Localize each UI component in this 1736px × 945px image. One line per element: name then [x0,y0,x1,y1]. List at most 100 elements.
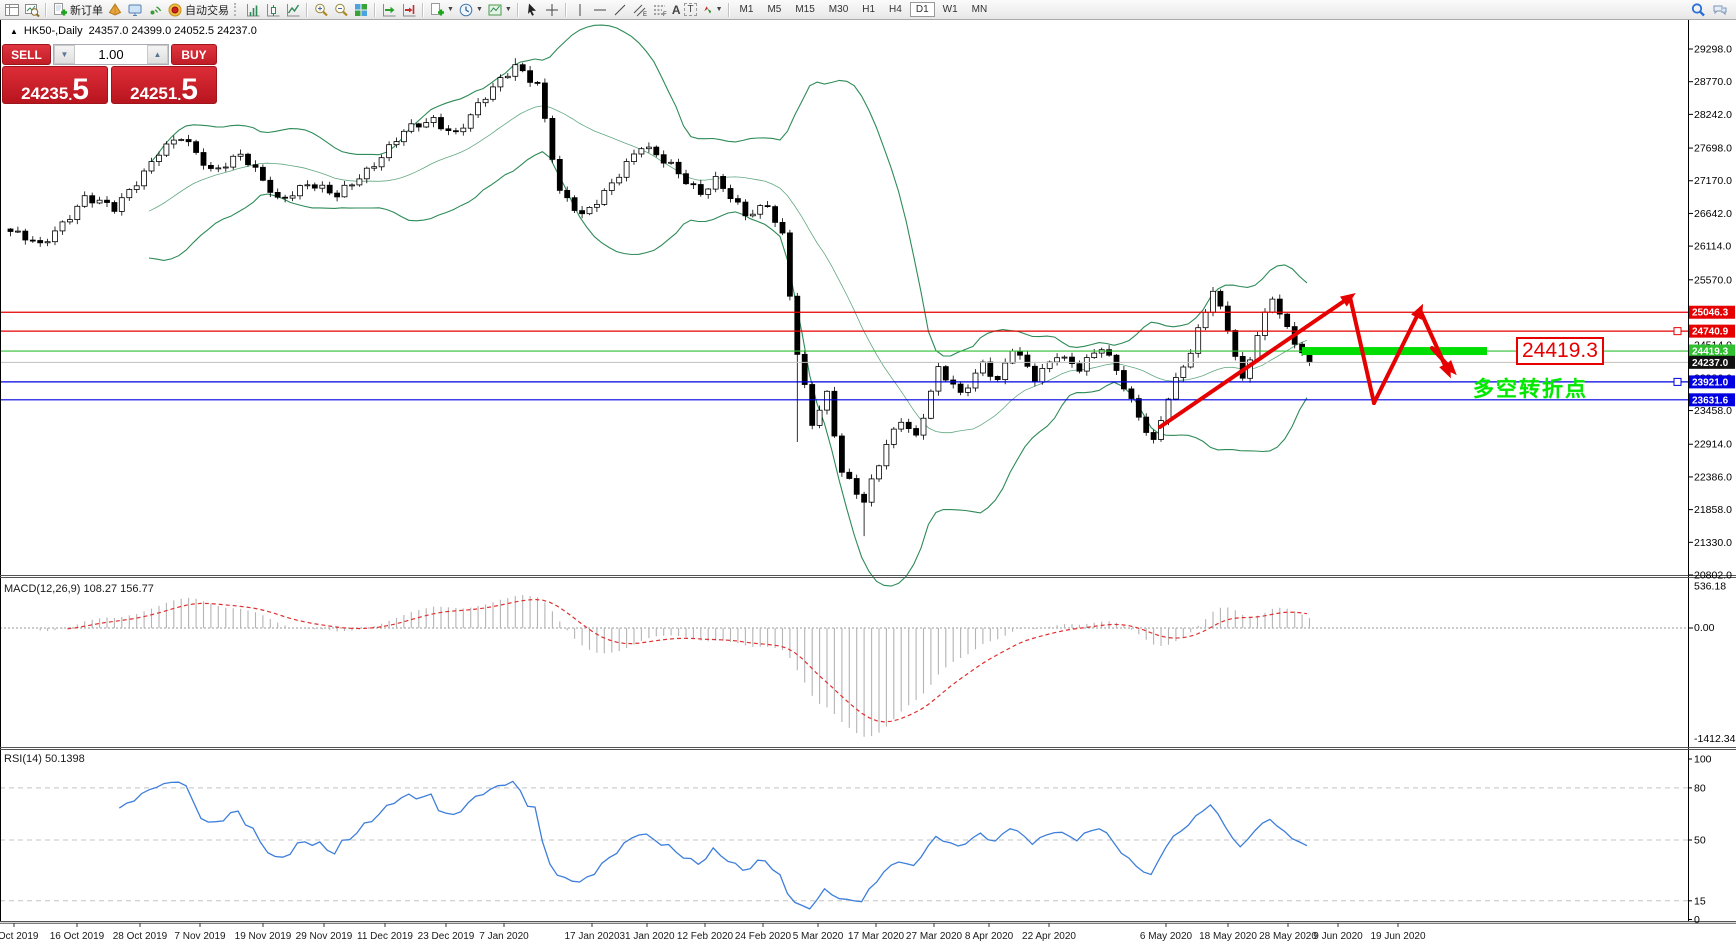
turning-point-note[interactable]: 多空转折点 [1473,378,1588,401]
horizontal-line-tool[interactable] [590,1,610,19]
chart-shift-button[interactable] [399,1,419,19]
date-tick-label: 6 May 2020 [1140,931,1193,942]
trendline-tool[interactable] [610,1,630,19]
date-axis[interactable]: 4 Oct 2019 16 Oct 2019 28 Oct 2019 7 Nov 20… [0,923,1426,942]
dropdown-caret-icon: ▼ [715,6,723,13]
rsi-axis-label: 80 [1694,782,1706,794]
candlestick-icon [267,3,280,16]
price-badge [1689,375,1735,389]
date-tick-label: 7 Jan 2020 [479,931,529,942]
zoom-out-button[interactable] [331,1,351,19]
price-badge [1689,305,1735,319]
horizontal-levels[interactable] [0,311,1688,401]
line-chart-mode-button[interactable] [283,1,303,19]
date-tick-label: 4 Oct 2019 [0,931,39,942]
macd-histogram [39,595,1311,737]
one-click-trading-panel: SELL ▼ 1.00 ▲ BUY 24235. 5 24251. 5 [2,44,217,104]
volume-value[interactable]: 1.00 [98,47,124,62]
volume-down-button[interactable]: ▼ [54,45,75,64]
line-handle-marker [1673,377,1682,386]
toolbar-separator [727,2,730,17]
sell-button[interactable]: SELL [2,44,51,65]
autoscroll-icon [383,3,396,16]
timeframe-group: M1 M5 M15 M30 H1 H4 D1 W1 MN [733,2,995,17]
new-order-icon [54,2,67,15]
chart-header: ▲ HK50-,Daily 24357.0 24399.0 24052.5 24… [10,25,257,37]
date-tick-label: 28 May 2020 [1259,931,1317,942]
dropdown-caret-icon: ▼ [447,6,454,13]
line-chart-icon [287,3,300,16]
timeframe-w1[interactable]: W1 [942,4,958,15]
autoscroll-button[interactable] [379,1,399,19]
toolbar-grip[interactable] [234,3,240,16]
fibonacci-icon: F [653,5,667,18]
buy-button[interactable]: BUY [171,44,217,65]
bar-chart-mode-button[interactable] [243,1,263,19]
toolbar-separator [564,2,567,17]
equidistant-channel-tool[interactable]: E [630,1,650,19]
add-indicator-button[interactable]: ▼ [427,1,456,19]
templates-button[interactable]: ▼ [485,1,514,19]
timeframe-m1[interactable]: M1 [739,4,754,15]
sell-price-quote[interactable]: 24235. 5 [2,66,108,104]
date-tick-label: 27 Mar 2020 [906,931,963,942]
date-tick-label: 9 Jun 2020 [1313,931,1363,942]
price-badge-label: 23631.6 [1692,395,1729,406]
toolbar-separator [45,2,47,17]
timeframe-m5[interactable]: M5 [767,4,782,15]
tile-windows-button[interactable] [351,1,371,19]
signals-button[interactable] [145,1,165,19]
text-tool-button[interactable]: A [670,1,683,19]
crosshair-tool-button[interactable] [542,1,562,19]
toolbar-right-group [1690,2,1734,18]
timeframe-m15[interactable]: M15 [795,4,815,15]
zoom-in-button[interactable] [311,1,331,19]
macd-axis-label: -1412.34 [1694,733,1736,745]
buy-price-quote[interactable]: 24251. 5 [111,66,217,104]
timeframe-d1[interactable]: D1 [909,2,935,17]
rsi-axis-label: 0 [1694,914,1700,926]
buy-price-main: 24251 [130,84,178,103]
price-tick-label: 27170.0 [1694,175,1732,187]
new-order-button[interactable]: 新订单 [50,1,105,19]
timeframe-h1[interactable]: H1 [862,4,876,15]
chart-preview-button[interactable] [22,1,42,19]
volume-up-button[interactable]: ▲ [147,45,168,64]
volume-spinner: ▼ 1.00 ▲ [53,44,169,65]
search-icon[interactable] [1690,2,1706,18]
price-tick-label: 28242.0 [1694,109,1732,121]
rsi-pane [0,780,1688,910]
price-callout[interactable]: 24419.3 [1516,337,1604,365]
rsi-axis-label: 100 [1694,754,1712,766]
trend-zigzag-arrows[interactable] [1158,293,1457,429]
price-badge [1689,344,1735,358]
date-tick-label: 16 Oct 2019 [50,931,105,942]
price-badge-label: 25046.3 [1692,308,1729,319]
metaeditor-button[interactable] [105,1,125,19]
fibonacci-tool[interactable]: F [650,1,670,19]
cursor-tool-button[interactable] [522,1,542,19]
price-tick-label: 21330.0 [1694,537,1732,549]
chat-icon[interactable] [1712,2,1728,18]
macd-axis-label: 0.00 [1694,622,1715,634]
timeframe-h4[interactable]: H4 [889,4,902,15]
support-level-bar[interactable] [1302,347,1487,356]
macd-pane [0,595,1688,737]
timeframe-mn[interactable]: MN [971,4,988,15]
price-tick-label: 29298.0 [1694,44,1732,56]
autotrading-button[interactable]: 自动交易 [165,1,231,19]
market-watch-button[interactable] [2,1,22,19]
candlestick-mode-button[interactable] [263,1,283,19]
timeframe-m30[interactable]: M30 [828,4,849,15]
terminal-button[interactable] [125,1,145,19]
price-tick-label: 21858.0 [1694,504,1732,516]
periods-button[interactable]: ▼ [456,1,485,19]
text-label-tool-button[interactable]: T [682,1,698,19]
vertical-line-tool[interactable] [570,1,590,19]
date-tick-label: 8 Apr 2020 [965,931,1014,942]
arrows-tool-button[interactable]: ▼ [699,1,725,19]
terminal-icon [128,4,142,16]
price-badge-label: 24237.0 [1692,358,1729,369]
